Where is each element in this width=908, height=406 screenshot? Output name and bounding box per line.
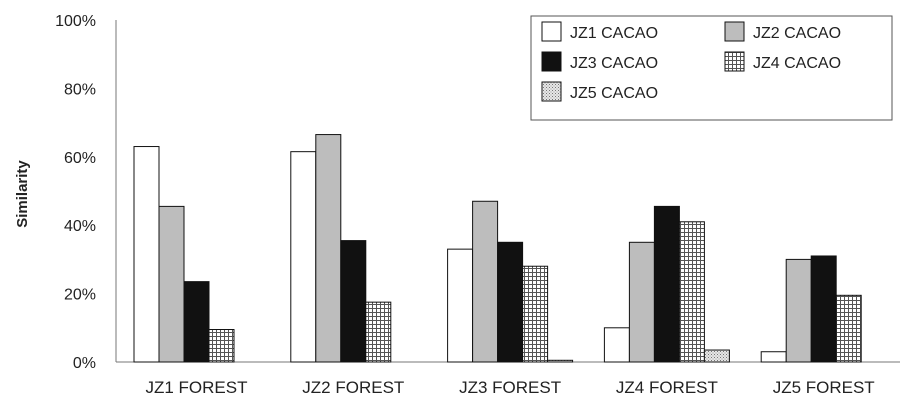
legend-label: JZ5 CACAO — [570, 85, 658, 102]
legend-swatch — [724, 51, 745, 72]
bar — [290, 151, 317, 363]
x-tick-label: JZ1 FOREST — [145, 378, 247, 397]
bar — [315, 134, 342, 363]
bar — [810, 255, 837, 363]
bar — [208, 329, 235, 363]
legend-swatch — [541, 21, 562, 42]
legend: JZ1 CACAO JZ2 CACAO JZ3 CACAO JZ4 CACAO JZ5 … — [530, 15, 893, 121]
bar — [133, 146, 160, 363]
bar — [547, 359, 574, 363]
x-tick-label: JZ2 FOREST — [302, 378, 404, 397]
bar — [365, 301, 392, 363]
y-tick-label: 40% — [64, 218, 96, 235]
bar — [603, 327, 630, 363]
legend-label: JZ1 CACAO — [570, 25, 658, 42]
category-labels: JZ1 FOREST JZ2 FOREST JZ3 FOREST JZ4 FOREST… — [145, 378, 874, 397]
bar — [183, 281, 210, 363]
bar — [497, 241, 524, 363]
legend-frame — [530, 15, 893, 121]
y-tick-label: 20% — [64, 287, 96, 304]
legend-swatch — [541, 81, 562, 102]
bar — [522, 265, 549, 363]
legend-swatch — [724, 21, 745, 42]
x-tick-label: JZ4 FOREST — [616, 378, 718, 397]
bar — [785, 258, 812, 363]
legend-label: JZ2 CACAO — [753, 25, 841, 42]
x-tick-label: JZ3 FOREST — [459, 378, 561, 397]
bar — [653, 205, 680, 363]
y-axis-title: Similarity — [14, 160, 31, 228]
bar — [447, 248, 474, 363]
bar — [158, 205, 185, 363]
y-tick-label: 100% — [55, 13, 96, 30]
bar — [703, 349, 730, 363]
bar — [835, 294, 862, 363]
bar — [760, 351, 787, 363]
y-tick-labels: 0% 20% 40% 60% 80% 100% — [55, 13, 96, 372]
bar — [628, 241, 655, 363]
legend-label: JZ3 CACAO — [570, 55, 658, 72]
y-tick-label: 60% — [64, 150, 96, 167]
bar — [472, 200, 499, 363]
bar — [678, 221, 705, 363]
y-tick-label: 0% — [73, 355, 96, 372]
legend-label: JZ4 CACAO — [753, 55, 841, 72]
bars — [133, 134, 862, 363]
y-tick-label: 80% — [64, 81, 96, 98]
legend-swatch — [541, 51, 562, 72]
x-tick-label: JZ5 FOREST — [773, 378, 875, 397]
bar — [340, 240, 367, 363]
